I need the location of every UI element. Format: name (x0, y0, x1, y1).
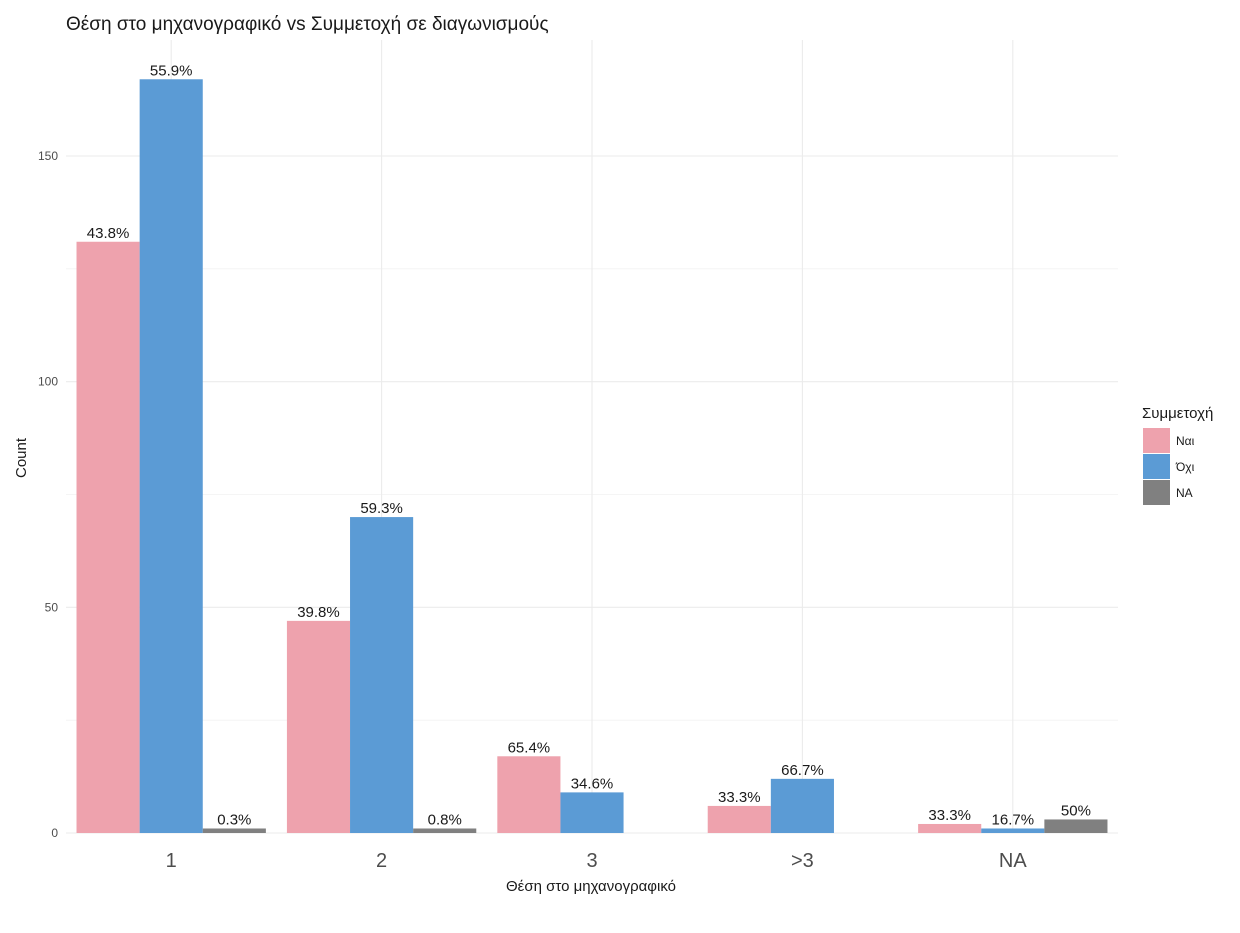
bar-data-label: 59.3% (360, 500, 403, 517)
bar-data-label: 33.3% (928, 807, 971, 824)
y-tick-label: 0 (51, 826, 58, 840)
legend-label: Όχι (1175, 460, 1195, 474)
bar (286, 620, 351, 833)
bar (707, 805, 771, 833)
x-tick-label: 2 (376, 850, 387, 872)
y-tick-label: 50 (45, 600, 59, 614)
bar (770, 778, 834, 833)
legend-key (1143, 454, 1170, 479)
x-axis: 1 2 3 >3 NA (166, 850, 1028, 872)
bar-data-label: 33.3% (718, 789, 761, 806)
bar (202, 828, 266, 833)
bar (350, 517, 414, 833)
x-axis-title: Θέση στο μηχανογραφικό (506, 878, 676, 895)
bar-data-label: 16.7% (992, 811, 1035, 828)
legend-key (1143, 428, 1170, 453)
x-tick-label: NA (999, 850, 1027, 872)
x-tick-label: >3 (791, 850, 814, 872)
bar-data-label: 50% (1061, 802, 1091, 819)
y-axis-title: Count (13, 437, 30, 478)
x-tick-label: 1 (166, 850, 177, 872)
bar-data-label: 65.4% (508, 739, 551, 756)
bar-data-label: 0.8% (428, 811, 462, 828)
bar (139, 79, 203, 834)
legend-title: Συμμετοχή (1142, 405, 1213, 422)
bar (497, 756, 561, 833)
bar-data-label: 43.8% (87, 225, 130, 242)
bar-data-label: 39.8% (297, 604, 340, 621)
bar (413, 828, 477, 833)
chart-title: Θέση στο μηχανογραφικό vs Συμμετοχή σε δ… (66, 14, 549, 35)
bar (918, 823, 982, 833)
legend-label: Ναι (1176, 434, 1195, 448)
bar-labels: 43.8% 55.9% 0.3% 39.8% 59.3% 0.8% 65.4% 34.6% 33… (87, 62, 1091, 828)
bars (76, 79, 1108, 834)
bar (76, 241, 140, 834)
bar-data-label: 34.6% (571, 775, 614, 792)
legend-key (1143, 480, 1170, 505)
y-tick-label: 100 (38, 375, 58, 389)
bar (981, 828, 1045, 833)
bar-data-label: 66.7% (781, 762, 824, 779)
bar-data-label: 55.9% (150, 62, 193, 79)
bar (1044, 819, 1108, 833)
legend: Συμμετοχή Ναι Όχι NA (1142, 405, 1213, 505)
bar-data-label: 0.3% (217, 811, 251, 828)
y-axis: 0 50 100 150 (38, 149, 58, 840)
y-tick-label: 150 (38, 149, 58, 163)
x-tick-label: 3 (586, 850, 597, 872)
legend-label: NA (1176, 486, 1193, 500)
bar (560, 792, 624, 833)
gridlines (66, 40, 1118, 834)
